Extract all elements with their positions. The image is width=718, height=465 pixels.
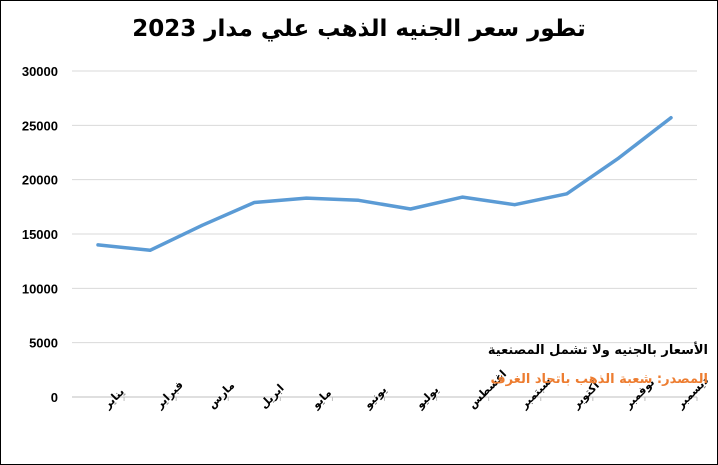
y-tick-label: 0	[51, 390, 58, 405]
data-point	[356, 198, 360, 202]
data-point	[513, 203, 517, 207]
data-point	[96, 243, 100, 247]
y-axis: 0 5000 10000 15000 20000 25000 30000	[22, 64, 58, 405]
series-group	[96, 115, 673, 253]
data-point	[409, 207, 413, 211]
unit-note: الأسعار بالجنيه ولا تشمل المصنعية	[487, 343, 708, 358]
x-tick-label: يناير	[100, 385, 127, 412]
source-note: المصدر: شعبة الذهب باتحاد الغرف	[490, 372, 708, 387]
x-tick-label: فبراير	[152, 378, 185, 411]
y-tick-label: 5000	[29, 336, 58, 351]
y-tick-label: 20000	[22, 173, 58, 188]
x-tick-label: مايو	[309, 386, 334, 411]
data-point	[252, 200, 256, 204]
y-tick-label: 15000	[22, 227, 58, 242]
chart-title: تطور سعر الجنيه الذهب علي مدار 2023	[132, 16, 586, 42]
y-tick-label: 10000	[22, 281, 58, 296]
data-point	[565, 192, 569, 196]
data-point	[669, 116, 673, 120]
data-point	[304, 196, 308, 200]
y-tick-label: 25000	[22, 118, 58, 133]
data-point	[461, 195, 465, 199]
data-point	[148, 248, 152, 252]
y-tick-label: 30000	[22, 64, 58, 79]
data-point	[617, 156, 621, 160]
series-line	[96, 115, 673, 253]
data-point	[200, 223, 204, 227]
x-tick-label: مارس	[205, 379, 237, 411]
x-tick-label: ابريل	[257, 382, 286, 411]
